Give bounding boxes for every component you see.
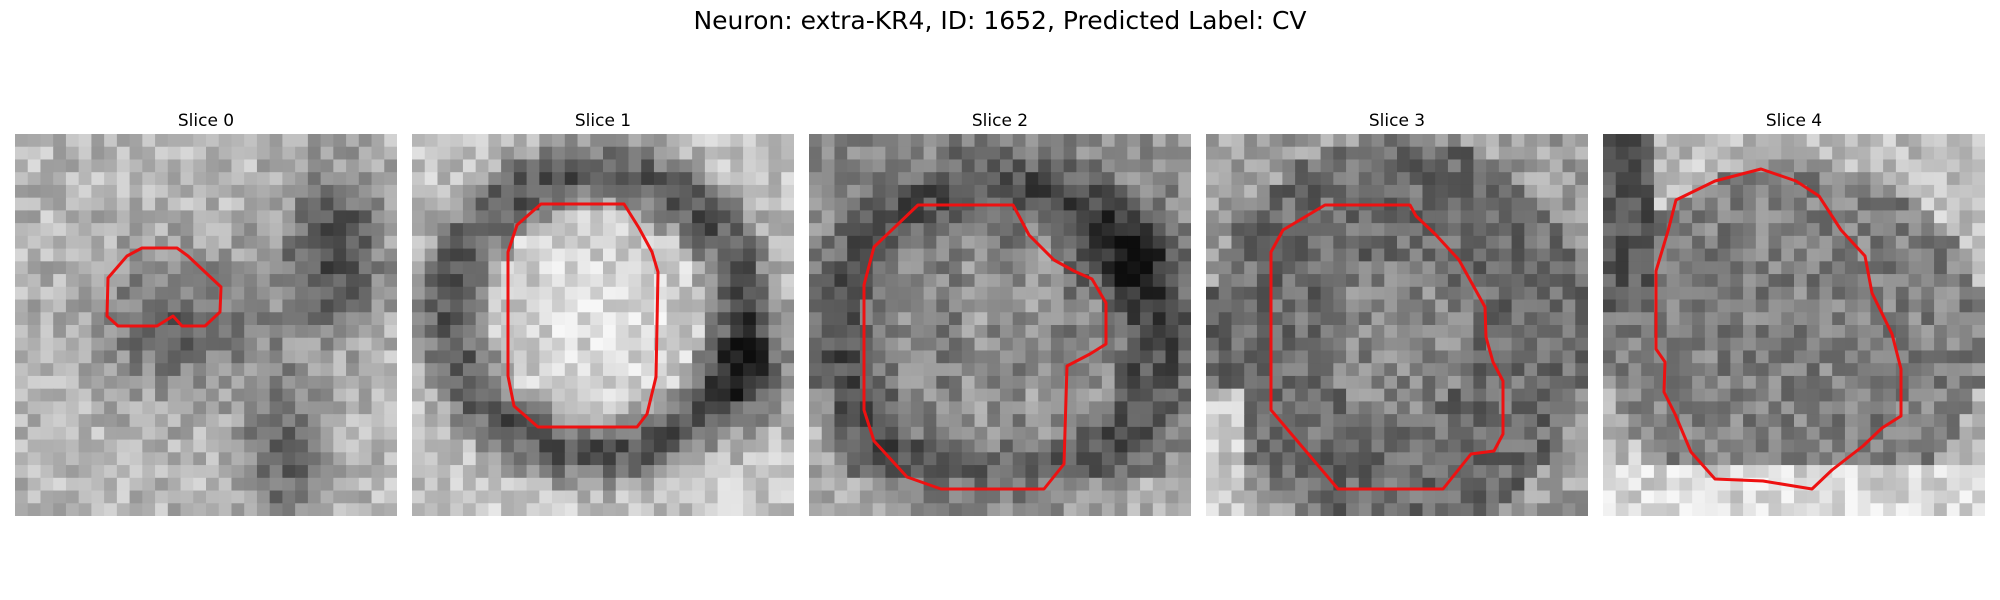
slice-title: Slice 4 <box>1765 111 1823 131</box>
slice-panel-1: Slice 1 <box>412 108 794 516</box>
slice-panel-2: Slice 2 <box>809 108 1191 516</box>
segmentation-contour <box>506 202 660 429</box>
segmentation-contour <box>105 246 223 328</box>
slice-image-svg <box>809 134 1191 516</box>
slice-panel-4: Slice 4 <box>1603 108 1985 516</box>
slice-panel-3: Slice 3 <box>1206 108 1588 516</box>
figure-title: Neuron: extra-KR4, ID: 1652, Predicted L… <box>693 6 1307 35</box>
slice-title: Slice 3 <box>1368 111 1426 131</box>
segmentation-contour <box>862 203 1108 491</box>
slice-title: Slice 2 <box>971 111 1029 131</box>
slice-title: Slice 0 <box>177 111 235 131</box>
slice-image-svg <box>1206 134 1588 516</box>
slice-image-svg <box>15 134 397 516</box>
slice-image-svg <box>1603 134 1985 516</box>
slice-panel-0: Slice 0 <box>15 108 397 516</box>
segmentation-contour <box>1654 167 1903 491</box>
slice-title: Slice 1 <box>574 111 632 131</box>
microscopy-image <box>809 134 1191 516</box>
microscopy-image <box>412 134 794 516</box>
slice-image-svg <box>412 134 794 516</box>
microscopy-image <box>1206 134 1588 516</box>
microscopy-image <box>15 134 397 516</box>
microscopy-image <box>1603 134 1985 516</box>
segmentation-contour <box>1269 203 1505 491</box>
